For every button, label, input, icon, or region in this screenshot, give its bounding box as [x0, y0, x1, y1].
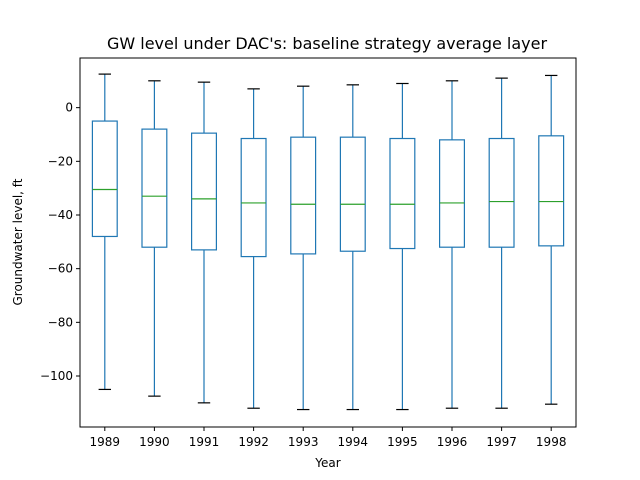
x-tick-label: 1998	[536, 435, 567, 449]
box-1996	[439, 139, 466, 248]
box-1995	[389, 137, 416, 250]
x-tick-label: 1990	[139, 435, 170, 449]
y-tick-label: −60	[48, 262, 73, 276]
x-tick-label: 1997	[486, 435, 517, 449]
box-1998	[538, 135, 565, 247]
x-tick-label: 1993	[288, 435, 319, 449]
y-tick-label: −40	[48, 208, 73, 222]
x-tick-label: 1995	[387, 435, 418, 449]
y-axis-label: Groundwater level, ft	[11, 178, 25, 305]
y-tick-label: 0	[65, 101, 73, 115]
plot-frame	[79, 57, 577, 428]
chart-title: GW level under DAC's: baseline strategy …	[107, 34, 548, 53]
y-tick-label: −100	[40, 369, 73, 383]
box-1997	[488, 137, 515, 248]
x-tick-label: 1989	[90, 435, 121, 449]
box-1992	[240, 137, 267, 258]
x-tick-label: 1994	[338, 435, 369, 449]
box-1993	[290, 136, 317, 255]
box-1991	[191, 132, 218, 251]
y-tick-label: −20	[48, 154, 73, 168]
box-1994	[339, 136, 366, 252]
box-1990	[141, 128, 168, 248]
x-tick-label: 1991	[189, 435, 220, 449]
y-tick-label: −80	[48, 315, 73, 329]
plot-area: 0 −20 −40 −60 −80 −100 1989 1990 1991 1992 1993 199…	[40, 73, 567, 449]
x-tick-label: 1996	[437, 435, 468, 449]
x-tick-label: 1992	[238, 435, 269, 449]
box-1989	[91, 120, 118, 238]
x-axis-label: Year	[314, 456, 340, 470]
